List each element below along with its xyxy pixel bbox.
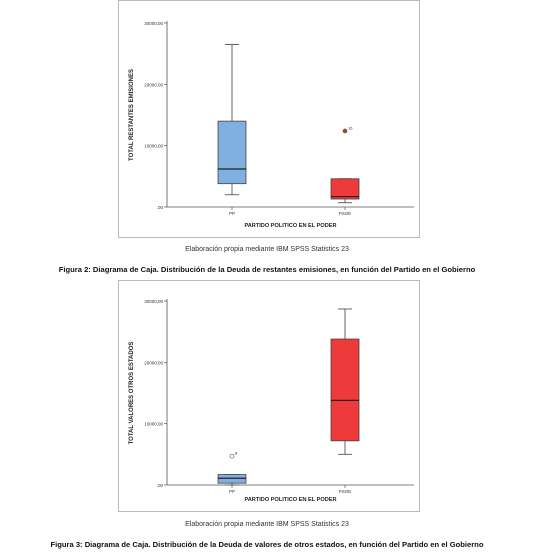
y-tick-label: 20000,00 [144,82,163,87]
x-tick-label: PSOE [339,211,352,216]
box-pp [217,474,247,484]
boxplot-restantes-emisiones: ,00 10000,00 20000,00 30000,00 TOTAL RESTANT… [129,21,414,229]
figure-2-title: Figura 2: Diagrama de Caja. Distribución… [58,265,476,274]
y-axis-label: TOTAL VALORES OTROS ESTADOS [129,342,135,445]
figure-3-title: Figura 3: Diagrama de Caja. Distribución… [50,540,484,549]
caption-figure-3: Elaboración propia mediante IBM SPSS Sta… [185,521,349,528]
y-tick-label: ,00 [157,205,164,210]
x-tick-label: PSOE [339,489,352,494]
x-tick-label: PP [229,489,235,494]
outlier-point [342,128,348,134]
x-tick-label: PP [229,211,235,216]
y-tick-label: 30000,00 [144,21,163,26]
outlier-label: 8 [235,451,238,456]
boxplot-otros-estados: ,00 10000,00 20000,00 30000,00 TOTAL VALORES… [129,299,414,503]
x-axis-label: PARTIDO POLITICO EN EL PODER [244,223,336,229]
outlier-label: 16 [348,125,353,130]
box-pp [217,120,247,185]
box-psoe [330,178,360,200]
y-tick-label: 20000,00 [144,360,163,365]
box-psoe [330,338,360,442]
boxplot-panel-restantes-emisiones: ,00 10000,00 20000,00 30000,00 TOTAL RESTANT… [118,0,420,238]
x-axis-label: PARTIDO POLITICO EN EL PODER [244,497,336,503]
y-tick-label: 10000,00 [144,422,163,427]
y-axis-label: TOTAL RESTANTES EMISIONES [129,69,135,161]
y-tick-label: ,00 [157,483,164,488]
outlier-point [229,453,235,459]
boxplot-panel-otros-estados: ,00 10000,00 20000,00 30000,00 TOTAL VALORES… [118,280,420,512]
y-tick-label: 10000,00 [144,144,163,149]
y-tick-label: 30000,00 [144,299,163,304]
caption-figure-2: Elaboración propia mediante IBM SPSS Sta… [185,246,349,253]
